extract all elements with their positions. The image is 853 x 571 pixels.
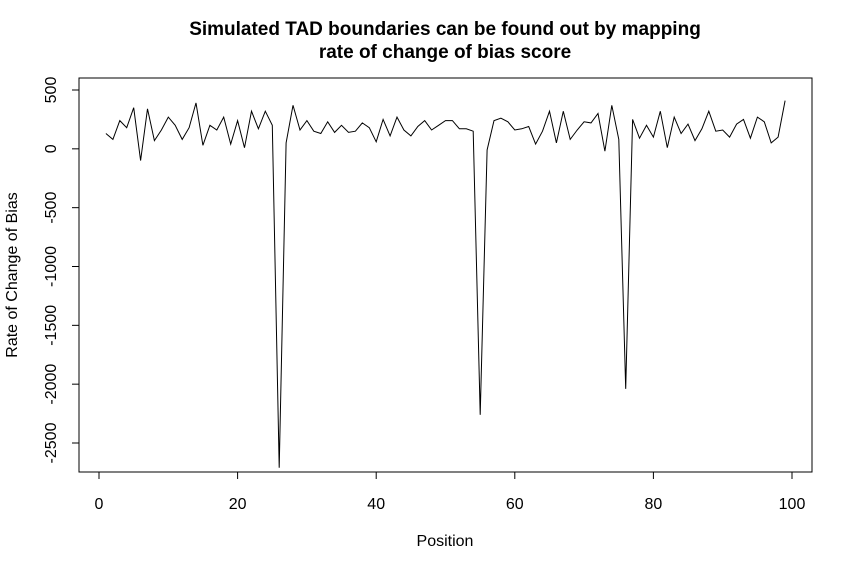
y-tick-label: -2500 — [43, 422, 60, 463]
chart-title: Simulated TAD boundaries can be found ou… — [189, 19, 701, 40]
chart-subtitle: rate of change of bias score — [319, 42, 571, 63]
y-tick-label: -1500 — [43, 305, 60, 346]
y-tick-label: -500 — [43, 192, 60, 224]
x-tick-label: 40 — [367, 496, 385, 513]
x-axis: 0 20 40 60 80 100 — [95, 471, 806, 513]
x-tick-label: 20 — [229, 496, 247, 513]
y-tick-label: -2000 — [43, 364, 60, 405]
y-tick-label: 500 — [43, 77, 60, 104]
y-axis-label: Rate of Change of Bias — [4, 192, 21, 357]
x-tick-label: 60 — [506, 496, 524, 513]
y-tick-label: -1000 — [43, 246, 60, 287]
y-axis: 500 0 -500 -1000 -1500 -2000 -2500 — [43, 77, 80, 463]
x-tick-label: 0 — [95, 496, 104, 513]
series-line — [105, 100, 786, 468]
x-axis-label: Position — [417, 533, 474, 550]
plot-frame — [78, 77, 813, 473]
x-tick-label: 80 — [645, 496, 663, 513]
y-tick-label: 0 — [43, 144, 60, 153]
x-tick-label: 100 — [779, 496, 806, 513]
series-layer — [105, 100, 786, 468]
